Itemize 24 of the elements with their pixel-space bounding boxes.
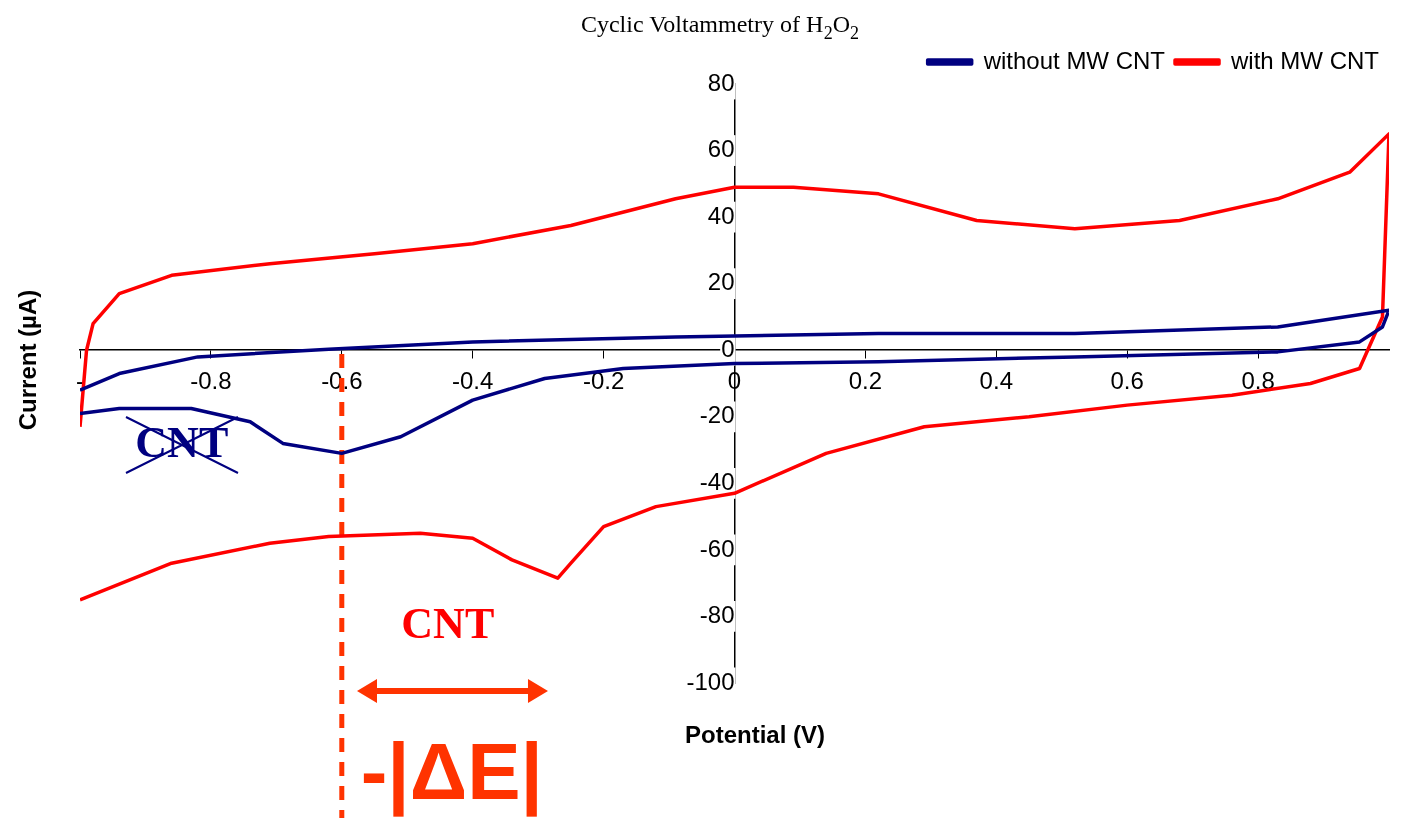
y-tick-label: 40 (707, 201, 735, 229)
y-tick-label: -80 (699, 601, 735, 629)
x-tick-label: 0.6 (1110, 367, 1144, 395)
x-tick-label: -0.8 (190, 367, 232, 395)
x-tick-label: 0.4 (979, 367, 1013, 395)
annotation: CNT (401, 598, 495, 648)
x-tick-label: -0.6 (321, 367, 363, 395)
x-tick-label: -0.4 (452, 367, 494, 395)
x-tick-label: 0.8 (1241, 367, 1275, 395)
y-tick-label: -60 (699, 534, 735, 562)
y-axis-title: Current (µA) (14, 289, 41, 431)
legend-label: with MW CNT (1230, 46, 1380, 74)
y-tick-label: -40 (699, 467, 735, 495)
y-tick-label: 60 (707, 135, 735, 163)
y-tick-label: 20 (707, 268, 735, 296)
y-tick-label: 0 (721, 334, 735, 362)
x-tick-label: 0.2 (848, 367, 883, 395)
text: -|ΔE| (360, 727, 543, 817)
y-tick-label: -20 (699, 401, 735, 429)
x-axis-title: Potential (V) (684, 721, 826, 748)
y-tick-label: -100 (686, 667, 735, 695)
y-tick-label: 80 (707, 68, 735, 96)
x-tick-label: -0.2 (582, 367, 625, 395)
legend-label: without MW CNT (982, 46, 1166, 74)
